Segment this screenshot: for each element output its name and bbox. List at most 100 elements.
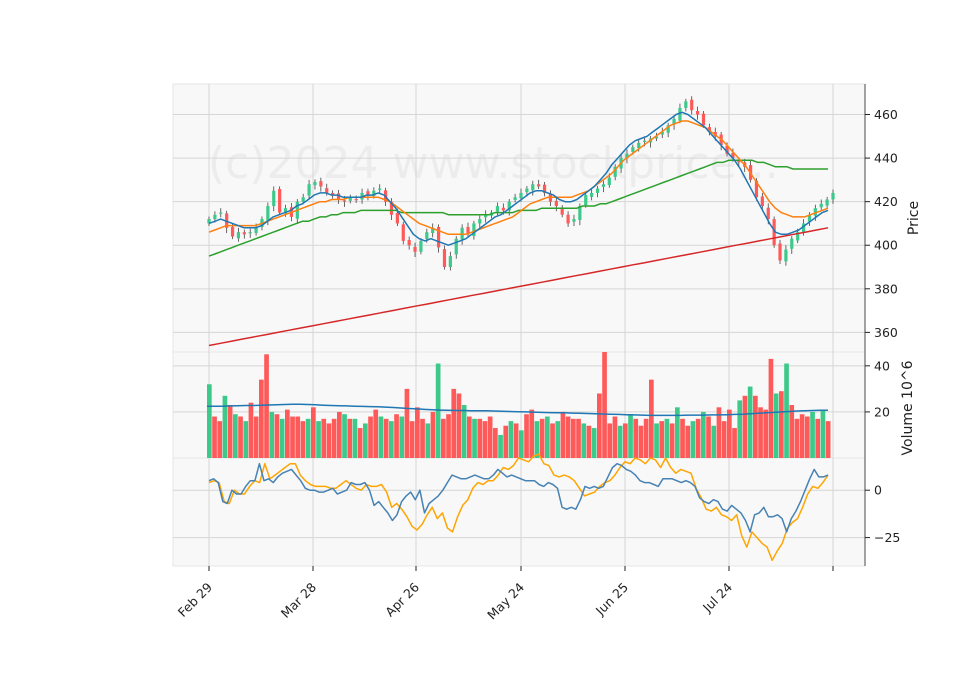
x-tick-label-1: Mar 28: [278, 579, 319, 620]
candle: [272, 190, 276, 207]
candle: [378, 188, 382, 190]
volume-bar: [222, 395, 228, 458]
candle: [266, 206, 270, 221]
candle: [484, 214, 488, 218]
candle: [407, 240, 411, 246]
volume-bar: [259, 379, 264, 458]
volume-bar: [779, 391, 784, 458]
candle: [731, 152, 735, 159]
volume-axis-label: Volume 10^6: [900, 360, 916, 455]
volume-bar: [430, 411, 436, 458]
candle: [643, 140, 647, 142]
volume-bar: [716, 407, 722, 458]
candle: [478, 219, 482, 224]
volume-bar: [607, 423, 613, 458]
volume-bar: [638, 425, 644, 458]
candle: [495, 206, 500, 212]
volume-bar: [529, 409, 535, 458]
candle: [660, 131, 664, 135]
volume-bar: [342, 414, 347, 458]
volume-bar: [285, 409, 290, 458]
candle: [354, 199, 358, 201]
volume-bar: [680, 418, 685, 458]
volume-bar: [815, 418, 821, 458]
volume-bar: [810, 411, 815, 458]
volume-bar: [576, 418, 581, 458]
candle: [572, 219, 576, 222]
volume-bar: [675, 407, 680, 458]
candle: [331, 192, 335, 196]
price-tick-label-2: 400: [874, 238, 898, 253]
candle: [725, 145, 729, 154]
volume-bar: [383, 418, 389, 458]
volume-bar: [602, 352, 607, 458]
volume-bar: [378, 416, 384, 458]
volume-bar: [794, 418, 800, 458]
watermark: (c)2024 www.stockprice...: [208, 138, 779, 189]
volume-bar: [227, 405, 233, 458]
volume-bar: [347, 418, 353, 458]
candle: [348, 197, 352, 201]
candle: [778, 243, 782, 261]
candle: [813, 208, 817, 216]
volume-bar: [519, 430, 524, 458]
candle: [678, 107, 682, 121]
volume-bar: [763, 409, 769, 458]
volume-bar: [331, 418, 337, 458]
candle: [607, 177, 611, 186]
candle: [578, 206, 582, 220]
volume-bar: [461, 405, 467, 458]
candle: [466, 226, 470, 235]
candle: [472, 223, 476, 237]
candle: [760, 196, 764, 207]
volume-bar: [690, 421, 696, 458]
volume-bar: [555, 421, 561, 458]
candle: [401, 224, 405, 241]
volume-bar: [264, 354, 269, 458]
price-tick-label-5: 460: [874, 107, 898, 122]
candle: [531, 184, 535, 191]
volume-panel: [207, 352, 831, 458]
candle: [613, 166, 617, 177]
volume-bar: [274, 414, 280, 458]
ma-short-line: [208, 111, 829, 246]
volume-bar: [337, 411, 342, 458]
oscillator-main-line: [208, 462, 829, 533]
candle: [413, 246, 417, 252]
volume-bar: [363, 423, 368, 458]
volume-bar: [487, 416, 493, 458]
volume-bar: [415, 407, 420, 458]
price-tick-label-4: 440: [874, 151, 898, 166]
volume-bar: [664, 418, 670, 458]
candle: [313, 182, 317, 186]
candle: [766, 207, 770, 220]
candle: [672, 118, 676, 125]
candle: [230, 226, 235, 237]
volume-bar: [768, 358, 774, 458]
candle: [448, 256, 452, 268]
volume-bar: [586, 425, 592, 458]
x-tick-label-4: Jun 25: [592, 580, 631, 619]
volume-bar: [649, 379, 654, 458]
volume-bar: [524, 414, 529, 458]
price-tick-label-3: 420: [874, 194, 898, 209]
volume-bar: [789, 405, 795, 458]
volume-bar: [233, 414, 238, 458]
volume-bar: [643, 418, 649, 458]
candle: [395, 212, 399, 224]
ma-long-line: [208, 159, 828, 257]
panel-bg-0: [172, 83, 866, 353]
volume-bar: [565, 416, 571, 458]
candle: [584, 195, 588, 206]
volume-bar: [446, 414, 451, 458]
price-tick-label-1: 380: [874, 281, 898, 296]
candle: [696, 111, 700, 115]
x-tick-label-3: May 24: [484, 579, 527, 622]
candle: [790, 238, 794, 249]
candle: [601, 184, 606, 187]
volume-bar: [591, 428, 597, 458]
volume-bar: [825, 421, 831, 458]
volume-bar: [597, 393, 602, 458]
volume-bar: [295, 416, 301, 458]
volume-bar: [742, 395, 748, 458]
